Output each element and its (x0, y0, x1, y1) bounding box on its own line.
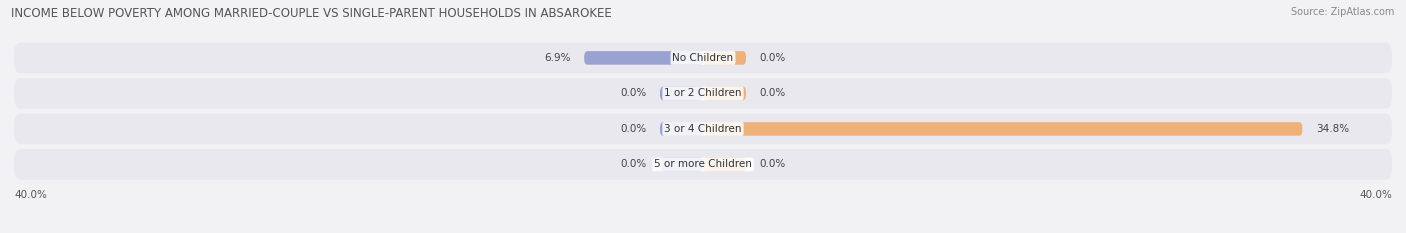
Text: 0.0%: 0.0% (759, 88, 786, 98)
FancyBboxPatch shape (703, 51, 747, 65)
FancyBboxPatch shape (14, 43, 1392, 73)
Text: 0.0%: 0.0% (620, 124, 647, 134)
Text: No Children: No Children (672, 53, 734, 63)
Text: 40.0%: 40.0% (14, 190, 46, 200)
Text: 40.0%: 40.0% (1360, 190, 1392, 200)
FancyBboxPatch shape (703, 158, 747, 171)
Text: 6.9%: 6.9% (544, 53, 571, 63)
Text: 5 or more Children: 5 or more Children (654, 159, 752, 169)
Text: 34.8%: 34.8% (1316, 124, 1350, 134)
FancyBboxPatch shape (14, 149, 1392, 180)
Text: 0.0%: 0.0% (620, 88, 647, 98)
Text: INCOME BELOW POVERTY AMONG MARRIED-COUPLE VS SINGLE-PARENT HOUSEHOLDS IN ABSAROK: INCOME BELOW POVERTY AMONG MARRIED-COUPL… (11, 7, 612, 20)
Text: 1 or 2 Children: 1 or 2 Children (664, 88, 742, 98)
FancyBboxPatch shape (14, 78, 1392, 109)
FancyBboxPatch shape (14, 114, 1392, 144)
FancyBboxPatch shape (659, 158, 703, 171)
FancyBboxPatch shape (703, 122, 1302, 136)
FancyBboxPatch shape (659, 87, 703, 100)
Text: Source: ZipAtlas.com: Source: ZipAtlas.com (1291, 7, 1395, 17)
FancyBboxPatch shape (659, 122, 703, 136)
FancyBboxPatch shape (703, 87, 747, 100)
Text: 0.0%: 0.0% (759, 53, 786, 63)
Text: 0.0%: 0.0% (620, 159, 647, 169)
Text: 3 or 4 Children: 3 or 4 Children (664, 124, 742, 134)
Text: 0.0%: 0.0% (759, 159, 786, 169)
FancyBboxPatch shape (583, 51, 703, 65)
